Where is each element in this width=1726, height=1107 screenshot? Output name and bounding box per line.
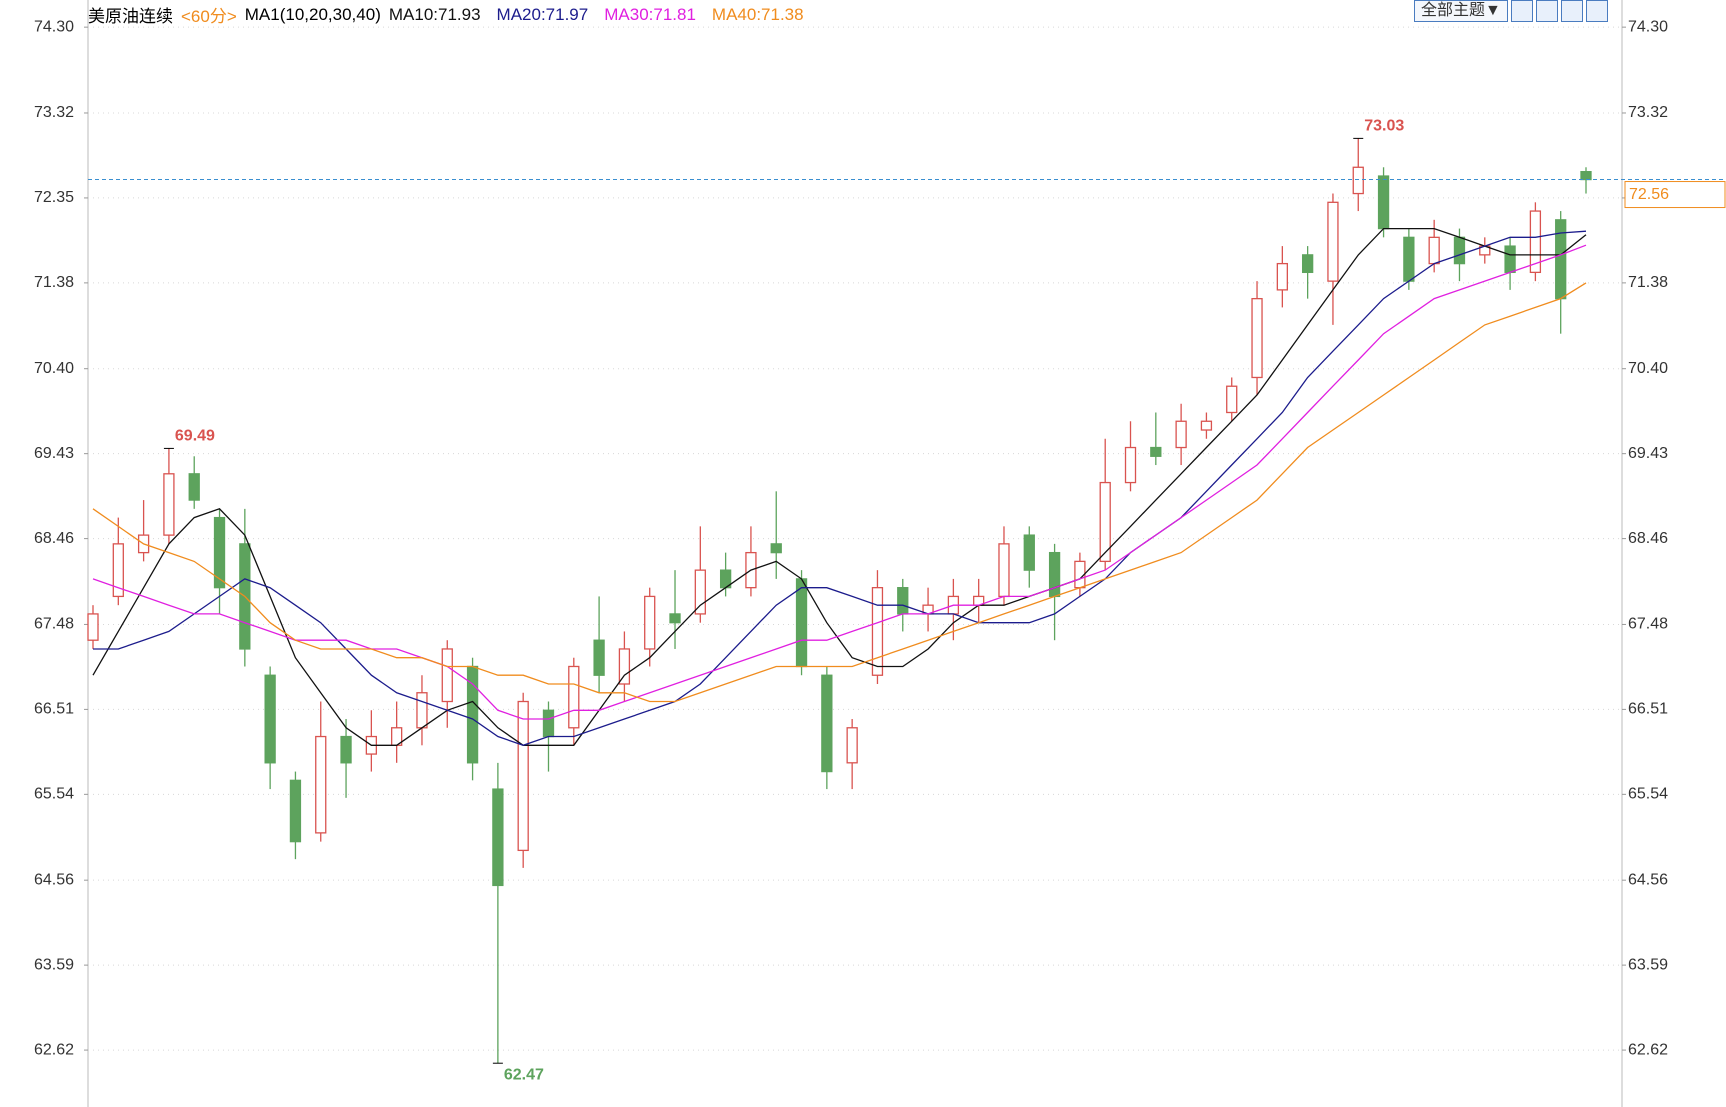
candle-body — [669, 613, 681, 624]
instrument-name: 美原油连续 — [88, 7, 173, 26]
candle-body — [770, 543, 782, 554]
candle-body — [897, 587, 909, 615]
candle-body — [1276, 262, 1288, 291]
candle-body — [1377, 175, 1390, 230]
candle-body — [821, 674, 833, 773]
tool-icon[interactable] — [1560, 0, 1583, 22]
last-price-box — [1624, 181, 1726, 209]
ma-line — [92, 227, 1587, 746]
theme-button[interactable]: 全部主题▼ — [1414, 0, 1508, 22]
candle-body — [795, 578, 808, 668]
candle-body — [694, 569, 706, 615]
candle-body — [998, 543, 1010, 598]
y-tick-label: 70.40 — [1628, 360, 1668, 377]
legend-entry: MA40:71.38 — [711, 4, 804, 24]
y-tick-label: 73.32 — [34, 104, 74, 121]
last-price-label: 72.56 — [1629, 186, 1669, 203]
candle-body — [1555, 219, 1567, 300]
candle-body — [1529, 210, 1542, 274]
period[interactable]: <60分> — [181, 7, 237, 26]
candle-body — [593, 639, 605, 676]
y-tick-label: 65.54 — [34, 786, 74, 803]
y-tick-label: 68.46 — [1628, 530, 1668, 547]
y-tick-label: 64.56 — [34, 871, 74, 888]
extreme-label: 73.03 — [1364, 118, 1404, 135]
y-tick-label: 66.51 — [1628, 701, 1668, 718]
candle-body — [517, 700, 529, 852]
candle-body — [568, 665, 580, 729]
candle-body — [618, 648, 631, 685]
y-tick-label: 62.62 — [34, 1041, 74, 1058]
y-tick-label: 64.56 — [1628, 871, 1668, 888]
y-tick-label: 63.59 — [1628, 956, 1668, 973]
candle-body — [492, 788, 504, 887]
toolbar: 全部主题▼ — [1414, 0, 1608, 22]
candle-body — [1048, 551, 1061, 598]
y-tick-label: 65.54 — [1628, 786, 1668, 803]
y-tick-label: 66.51 — [34, 701, 74, 718]
candle-body — [1200, 420, 1213, 431]
candle-body — [871, 587, 884, 676]
y-tick-label: 69.43 — [1628, 445, 1668, 462]
legend: MA10:71.93 MA20:71.97 MA30:71.81 MA40:71.38 — [389, 5, 804, 25]
candle-body — [163, 473, 175, 536]
ma-line — [93, 230, 1587, 746]
y-tick-label: 62.62 — [1628, 1041, 1668, 1058]
y-tick-label: 67.48 — [1628, 616, 1668, 633]
tool-icon[interactable] — [1535, 0, 1558, 22]
extreme-label: 69.49 — [175, 428, 215, 445]
candle-body — [289, 779, 302, 843]
candle-body — [315, 735, 327, 834]
candle-body — [1099, 481, 1111, 563]
y-tick-label: 70.40 — [34, 360, 74, 377]
candle-body — [87, 613, 99, 641]
candle-body — [213, 516, 226, 589]
legend-entry: MA10:71.93 — [388, 4, 481, 24]
candle-body — [644, 595, 656, 650]
candle-body — [188, 473, 200, 501]
candle-body — [1352, 166, 1364, 195]
candle-body — [1580, 171, 1592, 181]
candle-body — [1403, 236, 1415, 282]
candle-body — [1124, 446, 1137, 484]
candle-body — [264, 674, 276, 764]
candle-body — [1428, 236, 1440, 265]
indicator[interactable]: MA1(10,20,30,40) — [244, 4, 381, 24]
candle-body — [1453, 236, 1466, 265]
candle-body — [1504, 245, 1516, 274]
tool-icon[interactable] — [1510, 0, 1533, 22]
candle-body — [1175, 420, 1187, 449]
candle-body — [846, 727, 858, 764]
candle-body — [112, 543, 124, 598]
y-tick-label: 72.35 — [34, 189, 74, 206]
y-tick-label: 69.43 — [34, 445, 74, 462]
candle-body — [1226, 385, 1238, 414]
candle-body — [1251, 297, 1263, 379]
candle-body — [1301, 254, 1314, 274]
tool-icon[interactable] — [1585, 0, 1608, 22]
extreme-label: 62.47 — [504, 1066, 544, 1083]
y-tick-label: 68.46 — [34, 530, 74, 547]
candle-body — [441, 648, 453, 703]
y-tick-label: 74.30 — [34, 18, 74, 35]
candle-body — [416, 692, 428, 729]
candle-body — [542, 709, 555, 738]
y-tick-label: 74.30 — [1628, 18, 1668, 35]
candle-body — [1150, 446, 1162, 457]
ma-line — [92, 244, 1587, 720]
y-tick-label: 71.38 — [1628, 274, 1668, 291]
header: 美原油连续 <60分> MA1(10,20,30,40) MA10:71.93 M… — [88, 2, 804, 27]
legend-entry: MA20:71.97 — [496, 4, 589, 24]
candle-body — [1327, 201, 1339, 282]
y-tick-label: 71.38 — [34, 274, 74, 291]
y-tick-label: 63.59 — [34, 956, 74, 973]
y-tick-label: 67.48 — [34, 616, 74, 633]
y-tick-label: 73.32 — [1628, 104, 1668, 121]
legend-entry: MA30:71.81 — [604, 4, 696, 24]
ma-line — [92, 282, 1587, 703]
candle-body — [340, 735, 352, 764]
candle-body — [1023, 534, 1035, 571]
